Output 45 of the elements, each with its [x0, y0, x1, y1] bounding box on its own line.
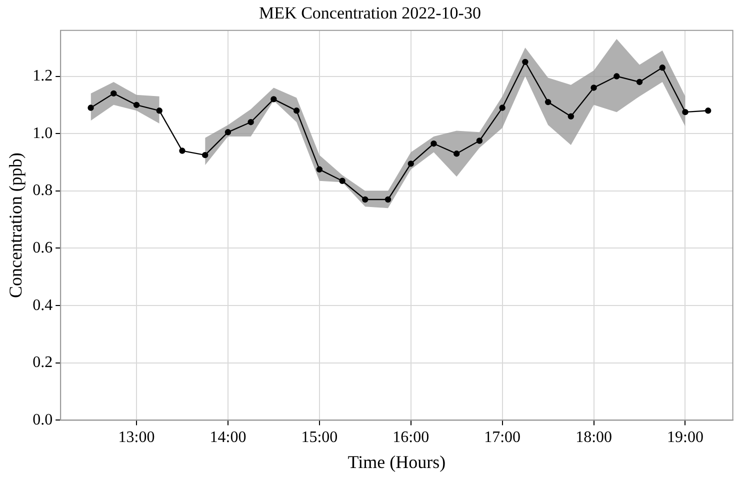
point — [88, 104, 94, 111]
y-tick-label: 0.8 — [32, 182, 53, 200]
y-tick-label: 0.6 — [32, 239, 53, 256]
point — [705, 108, 712, 114]
point — [110, 90, 117, 97]
point — [384, 196, 392, 203]
point — [270, 96, 277, 102]
point — [202, 152, 208, 158]
x-tick-label: 18:00 — [576, 429, 612, 446]
point — [408, 160, 414, 167]
y-axis-title: Concentration (ppb) — [6, 152, 26, 298]
point — [636, 78, 643, 86]
x-tick-label: 17:00 — [484, 429, 521, 446]
point — [454, 150, 460, 157]
point — [522, 58, 528, 66]
x-tick-label: 14:00 — [210, 429, 246, 446]
x-tick-label: 13:00 — [118, 429, 155, 446]
y-tick-label: 0.0 — [32, 411, 53, 428]
point — [156, 108, 162, 114]
point — [499, 104, 506, 111]
y-tick-label: 0.4 — [32, 296, 53, 314]
x-tick-label: 19:00 — [667, 429, 704, 446]
y-tick-label: 1.0 — [32, 124, 53, 142]
x-tick-label: 15:00 — [301, 429, 338, 446]
point — [614, 73, 620, 80]
point — [179, 148, 186, 154]
point — [590, 84, 597, 91]
y-tick-label: 0.2 — [32, 354, 53, 372]
point — [224, 129, 232, 136]
point — [682, 108, 688, 116]
point — [568, 113, 574, 120]
point — [430, 140, 437, 147]
point — [476, 138, 483, 144]
point — [316, 166, 323, 173]
point — [362, 196, 368, 203]
point — [293, 108, 300, 114]
point — [659, 64, 666, 71]
y-tick-label: 1.2 — [32, 67, 53, 84]
point — [133, 102, 140, 108]
x-tick-label: 16:00 — [392, 429, 430, 446]
point — [248, 119, 254, 126]
chart-title: MEK Concentration 2022-10-30 — [259, 4, 481, 23]
point — [544, 98, 552, 106]
x-axis-title: Time (Hours) — [348, 452, 446, 472]
point — [339, 178, 346, 184]
